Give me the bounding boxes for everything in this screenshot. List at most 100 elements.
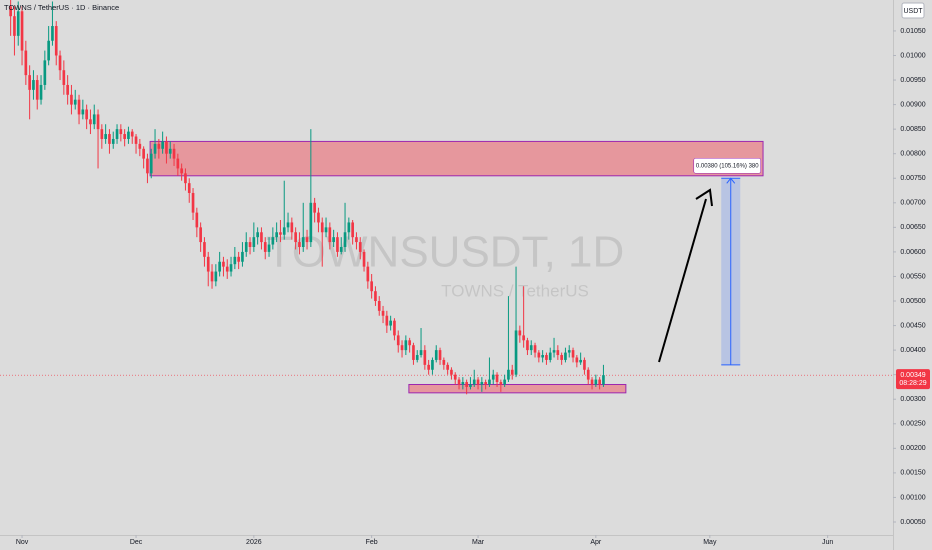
candle-body [602,375,605,385]
candle-body [560,355,563,360]
candle-body [586,369,590,380]
candle-body [184,173,187,184]
candle-body [172,148,176,159]
candle-body [309,202,313,243]
candle-body [366,266,370,282]
candle-body [260,232,263,243]
candle-body [66,84,69,95]
candle-body [279,232,282,235]
last-price-box [896,369,930,390]
candle-body [514,330,518,375]
plot: 0.00380 (105.16%) 380 [0,0,893,395]
candle-body [412,345,415,360]
candle-body [108,134,111,144]
candle-body [290,222,294,233]
y-tick-label: 0.00850 [900,126,925,133]
candle-body [77,99,81,115]
candle-body [301,237,305,247]
y-tick-label: 0.00100 [900,494,925,501]
candle-body [142,148,145,159]
y-tick-label: 0.00300 [900,396,925,403]
candle-body [503,379,506,385]
candle-body [370,281,373,292]
candle-body [127,131,130,139]
candle-body [377,301,381,311]
candle-body [491,374,495,380]
y-tick-label: 0.00600 [900,249,925,256]
candle-body [510,369,514,375]
candle-body [552,350,556,353]
candle-body [518,330,522,336]
candle-body [81,109,85,115]
arrow-head [695,188,713,207]
watermark: TOWNSUSDT, 1D [266,228,625,277]
candle-body [571,350,575,358]
candle-body [465,382,468,387]
candle-body [499,382,503,385]
candle-body [191,192,195,213]
candle-body [252,237,256,247]
candle-body [244,242,248,252]
candle-body [457,379,461,385]
candle-body [545,355,548,360]
candle-body [275,232,278,238]
candle-body [423,350,427,365]
y-tick-label: 0.00950 [900,77,925,84]
candle-body [119,129,123,135]
candle-body [256,232,259,238]
candle-body [461,382,465,385]
x-tick-label: Nov [16,539,29,546]
measure-arrow-head [726,177,736,184]
candle-body [328,227,332,243]
x-tick-label: Dec [130,539,143,546]
candle-body [415,355,419,360]
candle-body [351,222,354,238]
candle-body [157,143,161,149]
candle-body [469,384,472,387]
candle-body [203,242,206,257]
currency: USDT [903,8,923,15]
candle-body [241,251,244,262]
candle-body [267,244,271,252]
candle-body [39,84,43,100]
candle-body [237,256,240,262]
candle-body [210,271,214,282]
candle-body [134,136,138,144]
candle-body [149,153,153,174]
candle-body [393,320,396,336]
y-tick-label: 0.00150 [900,470,925,477]
candle-body [324,227,328,233]
candle-body [598,379,601,385]
countdown: 08:28:29 [899,380,926,387]
candle-body [13,16,16,36]
y-tick-label: 0.01050 [900,28,925,35]
arrow-line [658,198,707,363]
zone [408,383,627,394]
x-tick-label: Mar [472,539,485,546]
candle-body [104,134,107,139]
candle-body [484,382,487,385]
candle-body [537,352,541,358]
last-price-label: 0.00349 [900,372,925,379]
candle-body [408,340,411,346]
candle-body [9,6,12,17]
x-tick-label: Apr [590,539,602,546]
candle-body [54,26,58,56]
candle-body [317,212,320,223]
candle-body [336,237,339,252]
candle-body [28,75,31,90]
candle-body [51,26,54,41]
x-tick-label: May [703,539,717,546]
y-tick-label: 0.00650 [900,224,925,231]
candle-body [161,141,164,149]
candle-body [271,237,275,245]
candle-body [138,143,142,149]
candle-body [347,222,351,233]
candle-body [594,379,598,385]
candle-body [89,119,92,125]
candle-body [529,345,533,351]
candle-body [374,291,377,302]
zone [149,140,764,177]
